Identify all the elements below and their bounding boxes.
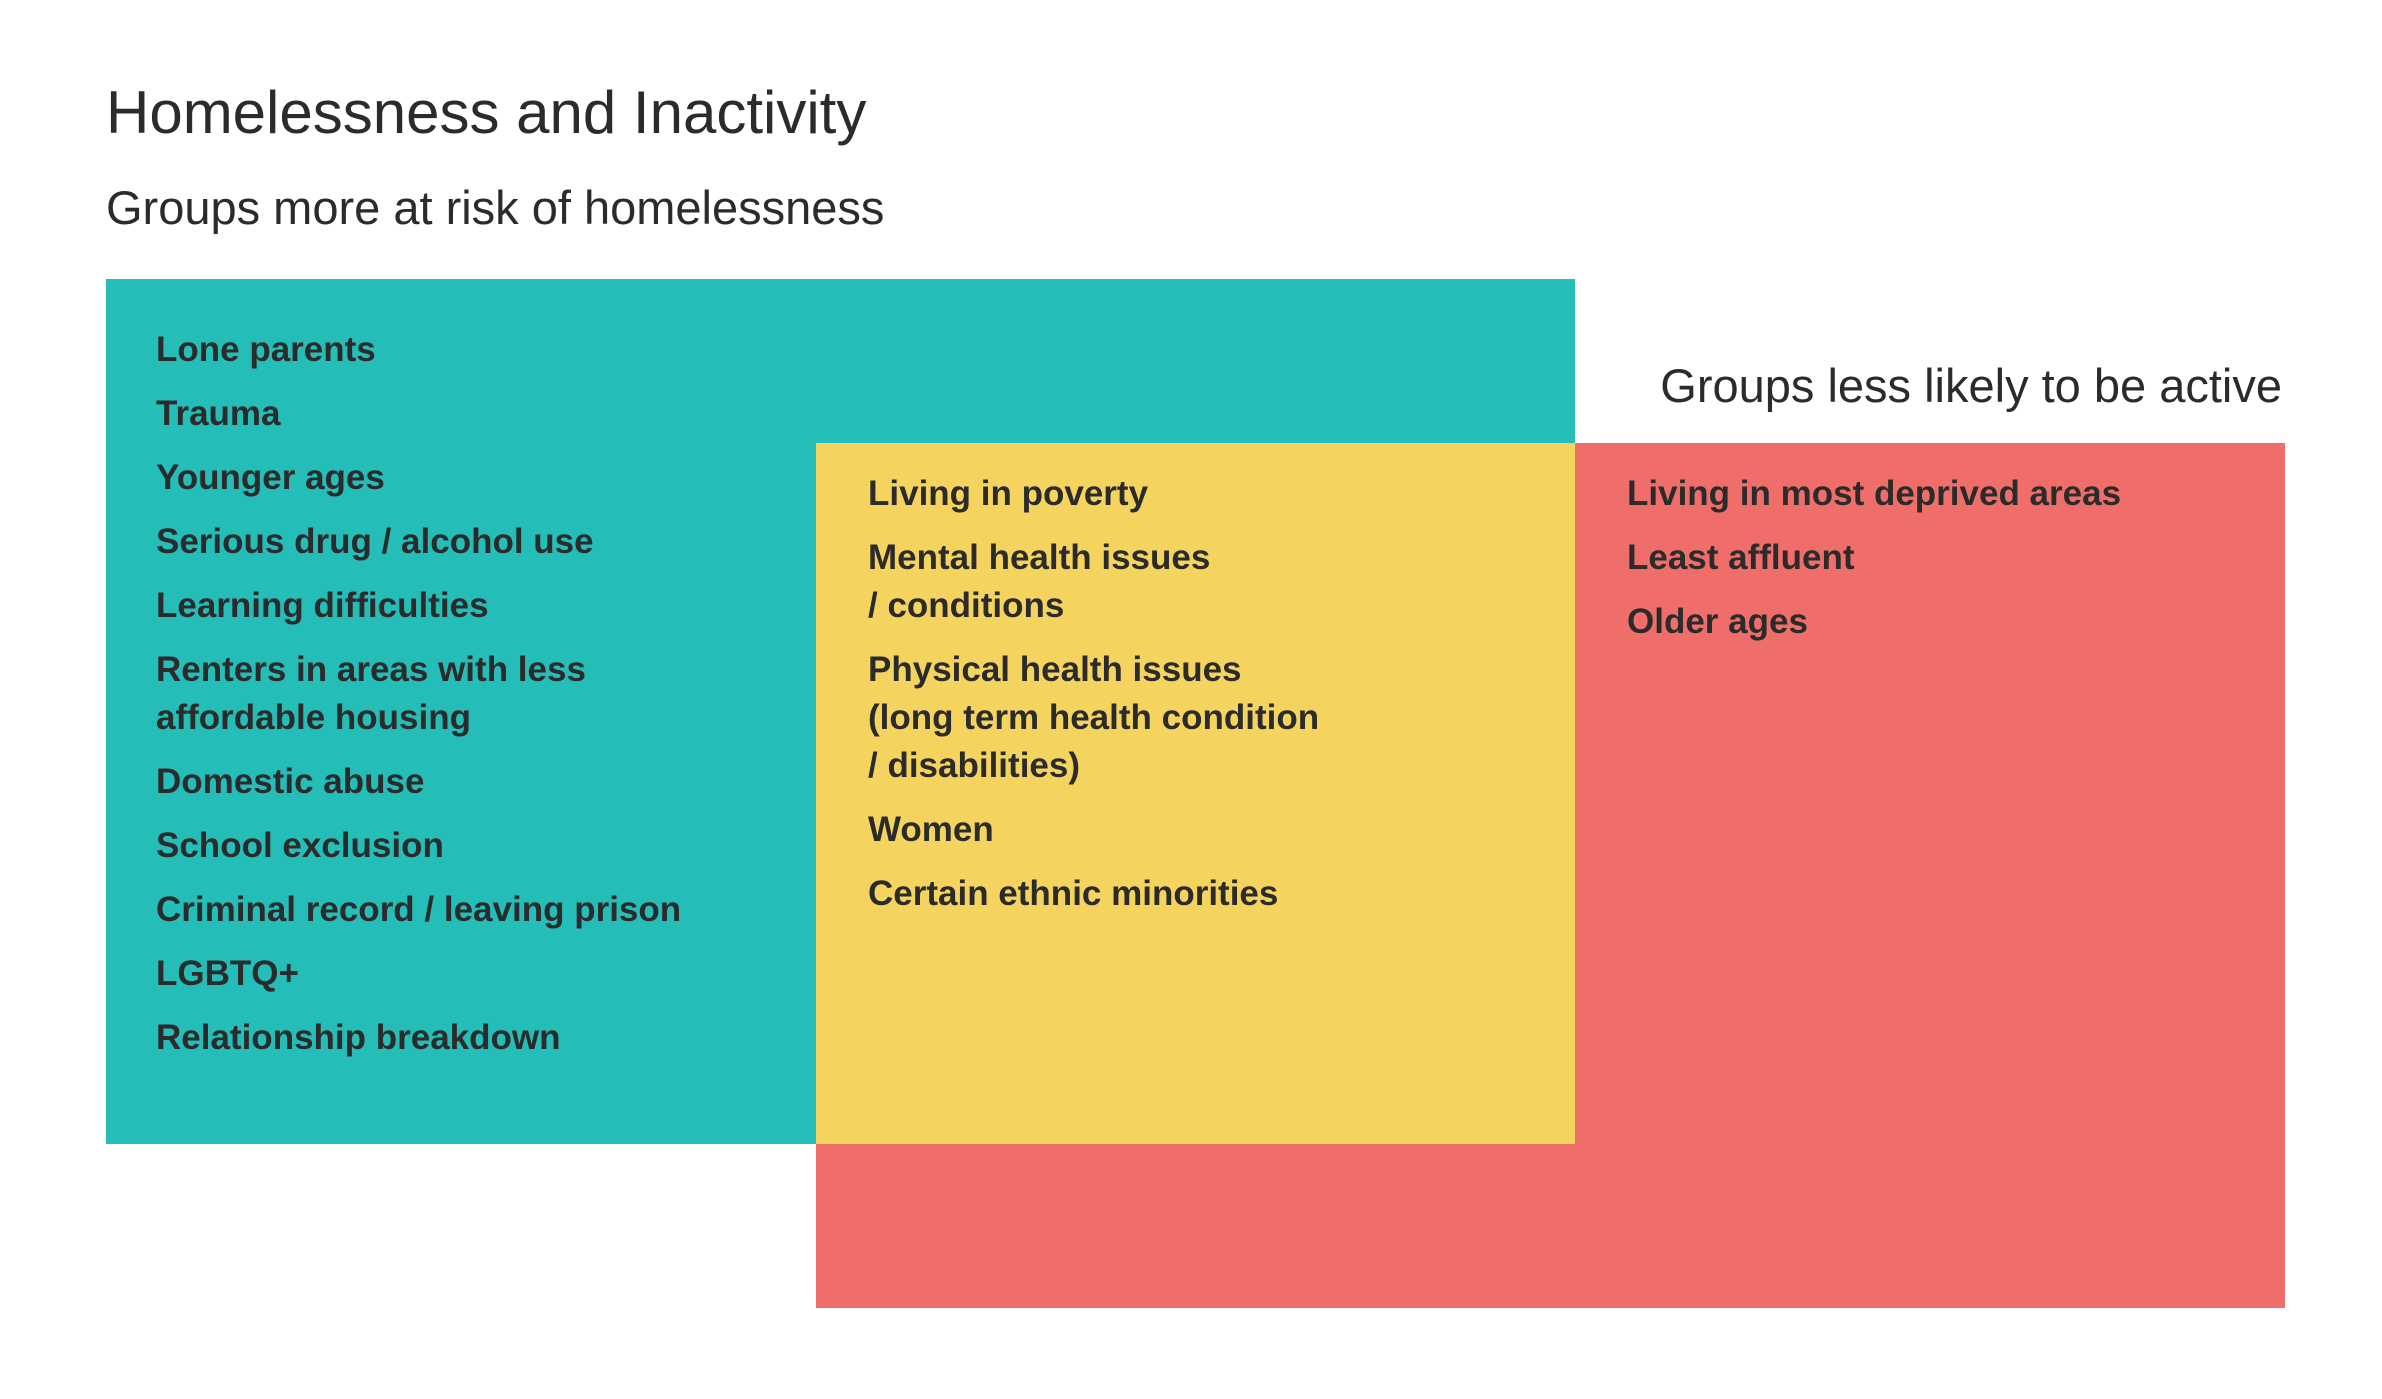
- list-item: School exclusion: [156, 826, 444, 865]
- list-item: Living in poverty: [868, 474, 1149, 513]
- list-item: Domestic abuse: [156, 762, 425, 801]
- list-item: LGBTQ+: [156, 954, 299, 993]
- list-item: Lone parents: [156, 330, 376, 369]
- overlap-list: Living in poverty Mental health issues / …: [868, 470, 1548, 934]
- overlap-region: [816, 443, 1575, 1144]
- list-item: Relationship breakdown: [156, 1018, 561, 1057]
- list-item: Criminal record / leaving prison: [156, 890, 682, 929]
- list-item: Renters in areas with less affordable ho…: [156, 650, 586, 737]
- list-item: Physical health issues (long term health…: [868, 650, 1320, 785]
- list-item: Serious drug / alcohol use: [156, 522, 594, 561]
- list-item: Learning difficulties: [156, 586, 489, 625]
- list-item: Certain ethnic minorities: [868, 874, 1279, 913]
- list-item: Older ages: [1627, 602, 1808, 641]
- list-item: Younger ages: [156, 458, 385, 497]
- list-item: Trauma: [156, 394, 281, 433]
- list-item: Living in most deprived areas: [1627, 474, 2122, 513]
- list-item: Least affluent: [1627, 538, 1855, 577]
- list-item: Mental health issues / conditions: [868, 538, 1211, 625]
- inactivity-heading: Groups less likely to be active: [1660, 359, 2282, 412]
- homelessness-heading: Groups more at risk of homelessness: [106, 181, 885, 234]
- list-item: Women: [868, 810, 994, 849]
- page-title: Homelessness and Inactivity: [106, 79, 867, 147]
- inactivity-list: Living in most deprived areas Least afflu…: [1627, 470, 2247, 662]
- homelessness-list: Lone parents Trauma Younger ages Serious dr…: [156, 326, 816, 1078]
